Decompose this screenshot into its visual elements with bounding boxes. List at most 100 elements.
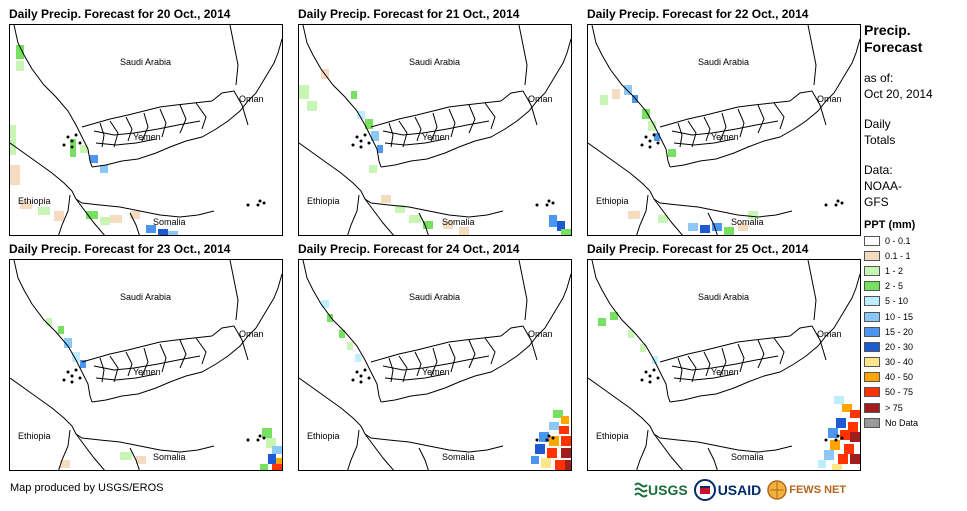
legend-title: PPT (mm) (864, 219, 916, 231)
precip-cell (10, 125, 16, 155)
label-yemen: Yemen (133, 367, 161, 377)
island (70, 380, 74, 384)
island (70, 145, 74, 149)
legend-swatch (864, 311, 880, 322)
island (351, 143, 355, 147)
panel-title: Daily Precip. Forecast for 21 Oct., 2014 (298, 7, 520, 21)
label-yemen: Yemen (711, 132, 739, 142)
boundary-line (347, 194, 394, 235)
legend-label: 0 - 0.1 (885, 235, 911, 246)
boundary-line (388, 337, 496, 383)
precip-cell (100, 217, 110, 225)
island (355, 370, 359, 374)
legend-label: > 75 (885, 402, 903, 413)
precip-cell (652, 356, 658, 364)
island (840, 436, 844, 440)
island (836, 199, 840, 203)
legend-item: 20 - 30 (864, 339, 964, 354)
island (545, 438, 549, 442)
precip-cell (549, 422, 559, 430)
precip-cell (272, 464, 282, 470)
label-oman: Oman (239, 94, 264, 104)
label-saudi-arabia: Saudi Arabia (120, 57, 172, 67)
label-oman: Oman (528, 94, 553, 104)
island (78, 376, 82, 380)
boundary-line (211, 325, 249, 361)
label-ethiopia: Ethiopia (18, 431, 51, 441)
boundary-line (211, 90, 249, 126)
precip-cell (268, 454, 276, 464)
island (246, 438, 250, 442)
label-somalia: Somalia (153, 217, 186, 227)
boundary-line (518, 25, 528, 86)
legend-swatch (864, 281, 880, 292)
label-saudi-arabia: Saudi Arabia (409, 292, 461, 302)
legend-label: 10 - 15 (885, 311, 914, 322)
label-saudi-arabia: Saudi Arabia (409, 57, 461, 67)
island (256, 203, 260, 207)
precip-cell (642, 109, 650, 119)
legend-label: 50 - 75 (885, 387, 914, 398)
precip-cell (168, 231, 178, 235)
precip-cells (10, 45, 178, 235)
precip-cell (80, 360, 86, 368)
label-somalia: Somalia (731, 217, 764, 227)
legend-item: 15 - 20 (864, 324, 964, 339)
precip-cell (818, 460, 826, 468)
island (62, 143, 66, 147)
boundary-line (58, 194, 105, 235)
precip-cell (834, 396, 844, 404)
island (551, 436, 555, 440)
precip-cell (299, 85, 309, 99)
usgs-logo-text: USGS (648, 482, 688, 498)
boundary-line (669, 38, 860, 168)
asof-label: as of: (864, 71, 894, 85)
precip-cell (272, 446, 282, 454)
precip-cell (10, 165, 20, 185)
precip-cell (555, 460, 565, 470)
legend-swatch (864, 402, 880, 413)
boundary-line (380, 38, 571, 168)
boundary-line (591, 260, 671, 403)
precip-cell (80, 145, 88, 153)
boundary-line (636, 429, 683, 470)
boundary-line (370, 100, 502, 128)
precip-cell (549, 436, 559, 446)
boundary-line (591, 25, 671, 168)
precip-cell (60, 460, 70, 468)
fewsnet-logo-text: FEWS NET (789, 484, 847, 496)
label-saudi-arabia: Saudi Arabia (698, 292, 750, 302)
map-basemap (588, 260, 860, 470)
precip-cell (369, 165, 377, 173)
island (70, 139, 74, 143)
island (640, 143, 644, 147)
legend-label: 2 - 5 (885, 281, 904, 292)
precip-cell (848, 422, 858, 432)
boundary-line (418, 447, 429, 470)
boundary-line (81, 335, 213, 363)
precip-map: Saudi Arabia Oman Yemen Ethiopia Somalia (587, 259, 861, 471)
label-oman: Oman (528, 329, 553, 339)
island (363, 368, 367, 372)
island (66, 370, 70, 374)
precip-cell (559, 426, 569, 434)
map-basemap (299, 260, 571, 470)
island (262, 201, 266, 205)
island (824, 203, 828, 207)
label-oman: Oman (817, 94, 842, 104)
label-somalia: Somalia (153, 452, 186, 462)
island (363, 133, 367, 137)
island (644, 135, 648, 139)
boundary-line (13, 25, 93, 168)
label-ethiopia: Ethiopia (18, 196, 51, 206)
precip-cell (557, 221, 565, 231)
label-oman: Oman (817, 329, 842, 339)
island (367, 376, 371, 380)
label-somalia: Somalia (442, 452, 475, 462)
boundary-line (671, 355, 779, 381)
precip-cell (549, 215, 557, 227)
island (367, 141, 371, 145)
precip-cell (824, 450, 834, 460)
island (359, 374, 363, 378)
island (547, 199, 551, 203)
